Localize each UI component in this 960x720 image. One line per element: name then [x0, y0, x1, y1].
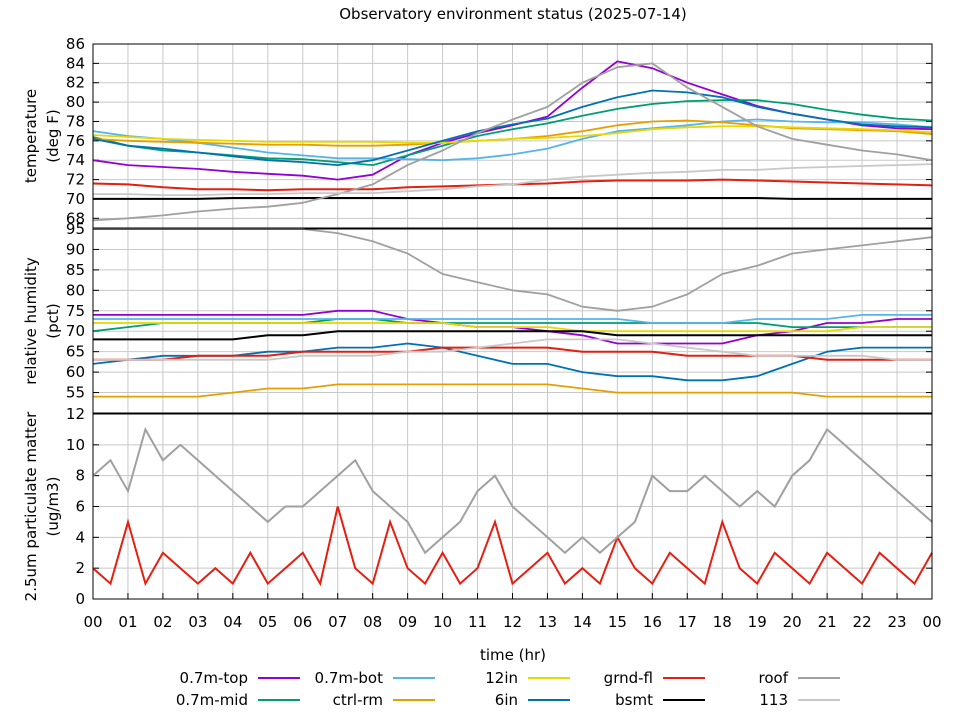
- x-tick-label: 00: [83, 613, 102, 631]
- series-line-bsmt: [93, 330, 932, 341]
- series-line-0.7m-bot: [93, 313, 932, 324]
- x-tick-label: 15: [608, 613, 627, 631]
- x-tick-label: 12: [503, 613, 522, 631]
- series-line-ctrl-rm: [93, 383, 932, 398]
- y-tick-label: 55: [66, 384, 85, 402]
- series-line-bsmt: [93, 197, 932, 200]
- y-tick-label: 70: [66, 322, 85, 340]
- y-tick-label: 90: [66, 240, 85, 258]
- series-line-113: [93, 338, 932, 361]
- y-tick-label: 82: [66, 74, 85, 92]
- y-axis-label: (pct): [44, 303, 62, 338]
- chart-title: Observatory environment status (2025-07-…: [339, 5, 687, 23]
- y-tick-label: 0: [75, 590, 85, 608]
- y-tick-label: 72: [66, 171, 85, 189]
- legend-label: 0.7m-mid: [176, 691, 248, 709]
- y-axis-label: (ug/m3): [44, 477, 62, 537]
- series-line-12in: [93, 322, 932, 333]
- panel-2: 0 2 4 6 8 10 12 2.5um particulate matter (ug/m3): [22, 405, 933, 608]
- panel-frame: [92, 43, 933, 229]
- y-tick-label: 70: [66, 190, 85, 208]
- series-line-113: [93, 163, 933, 197]
- legend-label: 6in: [495, 691, 518, 709]
- x-tick-label: 06: [293, 613, 312, 631]
- y-tick-label: 12: [66, 405, 85, 423]
- y-tick-label: 8: [75, 467, 85, 485]
- y-axis-label: 2.5um particulate matter: [22, 411, 40, 601]
- y-axis-label: relative humidity: [22, 257, 40, 385]
- legend-label: 0.7m-top: [180, 669, 248, 687]
- series-line-6in: [92, 89, 933, 167]
- x-tick-label: 08: [363, 613, 382, 631]
- legend-label: 12in: [485, 669, 518, 687]
- y-tick-label: 60: [66, 363, 85, 381]
- legend: 0.7m-top 0.7m-mid 0.7m-bot ctrl-rm 12in 6in gr…: [176, 669, 840, 709]
- y-tick-label: 80: [66, 93, 85, 111]
- x-tick-label: 20: [783, 613, 802, 631]
- y-tick-label: 76: [66, 132, 85, 150]
- y-axis-label: (deg F): [44, 109, 62, 162]
- y-tick-label: 84: [66, 54, 85, 72]
- y-tick-label: 65: [66, 343, 85, 361]
- x-tick-label: 07: [328, 613, 347, 631]
- x-tick-label: 05: [258, 613, 277, 631]
- x-tick-label: 02: [153, 613, 172, 631]
- x-tick-label: 10: [433, 613, 452, 631]
- x-tick-label: 23: [887, 613, 906, 631]
- y-tick-label: 80: [66, 281, 85, 299]
- y-tick-label: 74: [66, 151, 85, 169]
- series-line-0.7m-bot: [92, 118, 933, 162]
- x-tick-label: 21: [818, 613, 837, 631]
- x-tick-label: 22: [853, 613, 872, 631]
- legend-label: bsmt: [615, 691, 653, 709]
- x-tick-label: 19: [748, 613, 767, 631]
- y-tick-label: 2: [75, 559, 85, 577]
- x-tick-label: 17: [678, 613, 697, 631]
- legend-label: 0.7m-bot: [315, 669, 384, 687]
- x-axis-ticks: 00 01 02 03 04 05 06 07 08 09 10 11 12 13 14 15 16 17 18 19…: [83, 593, 942, 631]
- x-tick-label: 01: [118, 613, 137, 631]
- x-tick-label: 04: [223, 613, 242, 631]
- y-tick-label: 4: [75, 528, 85, 546]
- series-line-roof: [92, 62, 933, 222]
- series-line-grnd-fl: [92, 506, 933, 587]
- y-tick-label: 10: [66, 436, 85, 454]
- x-tick-label: 18: [713, 613, 732, 631]
- legend-label: 113: [759, 691, 788, 709]
- y-tick-label: 6: [75, 498, 85, 516]
- x-axis-label: time (hr): [480, 646, 546, 664]
- y-tick-label: 95: [66, 220, 85, 238]
- series-line-12in: [92, 125, 933, 144]
- series-line-roof: [92, 426, 933, 555]
- y-tick-label: 85: [66, 261, 85, 279]
- x-tick-label: 13: [538, 613, 557, 631]
- x-tick-label: 00: [922, 613, 941, 631]
- x-tick-label: 14: [573, 613, 592, 631]
- legend-label: ctrl-rm: [333, 691, 383, 709]
- x-tick-label: 09: [398, 613, 417, 631]
- x-tick-label: 16: [643, 613, 662, 631]
- y-tick-label: 86: [66, 35, 85, 53]
- x-tick-label: 03: [188, 613, 207, 631]
- panel-frame: [92, 228, 933, 414]
- x-tick-label: 11: [468, 613, 487, 631]
- y-tick-label: 75: [66, 302, 85, 320]
- y-tick-label: 78: [66, 112, 85, 130]
- y-axis-label: temperature: [22, 89, 40, 183]
- y-tick-label: 68: [66, 209, 85, 227]
- legend-label: grnd-fl: [604, 669, 653, 687]
- legend-label: roof: [759, 669, 789, 687]
- panel-1: 55 60 65 70 75 80 85 90 95 relative humidity (pct): [22, 220, 933, 414]
